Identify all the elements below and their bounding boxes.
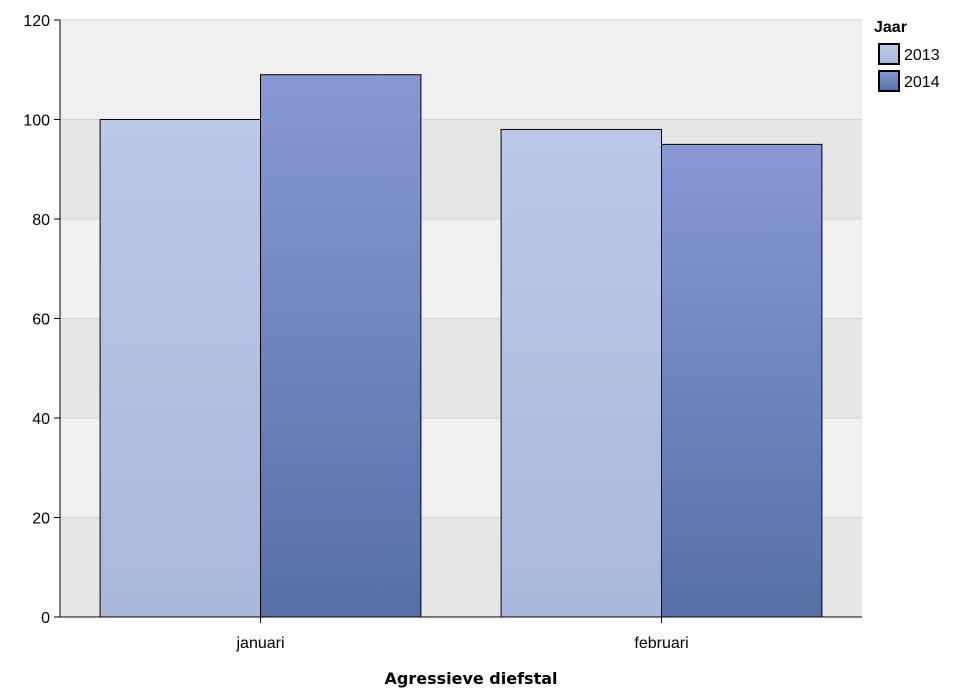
legend-swatch-2014 xyxy=(878,70,900,92)
y-tick-label: 120 xyxy=(23,13,50,30)
bar-februari-2014 xyxy=(661,143,823,618)
bar-januari-2013 xyxy=(99,119,261,618)
x-tick-label: februari xyxy=(634,635,688,652)
legend-label-2013: 2013 xyxy=(904,47,940,64)
y-tick-label: 40 xyxy=(32,411,50,428)
y-tick-label: 100 xyxy=(23,113,50,130)
plot-band xyxy=(60,20,862,120)
x-axis-ticks: januari februari xyxy=(235,617,689,652)
x-axis-title: Agressieve diefstal xyxy=(384,669,557,688)
y-tick-label: 20 xyxy=(32,511,50,528)
y-tick-label: 80 xyxy=(32,212,50,229)
legend-title: Jaar xyxy=(874,19,907,36)
legend: Jaar 2013 2014 xyxy=(874,19,940,92)
y-axis-ticks: 0 20 40 60 80 100 120 xyxy=(23,13,60,627)
y-tick-label: 0 xyxy=(41,610,50,627)
bar-februari-2013 xyxy=(500,128,662,618)
bars xyxy=(99,74,823,618)
legend-swatch-2013 xyxy=(878,43,900,65)
x-tick-label: januari xyxy=(235,635,284,652)
legend-label-2014: 2014 xyxy=(904,74,940,91)
y-tick-label: 60 xyxy=(32,312,50,329)
bar-januari-2014 xyxy=(260,74,422,618)
